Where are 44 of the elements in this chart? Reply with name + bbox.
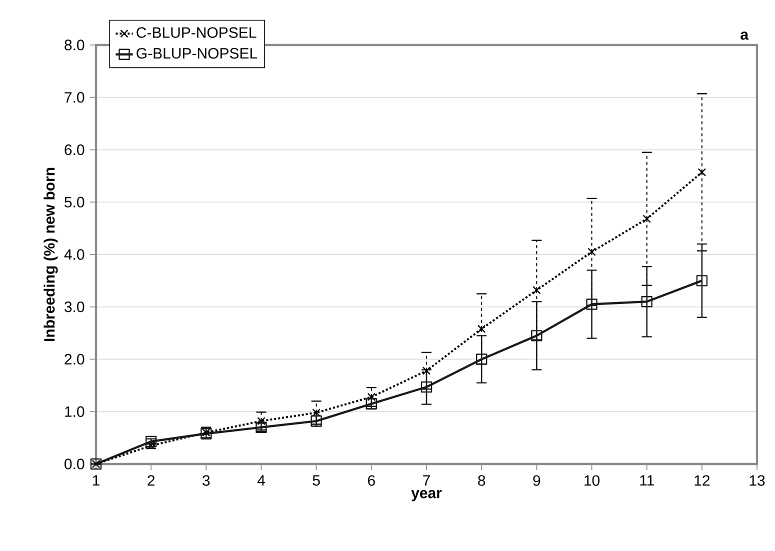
x-tick-label: 2 <box>148 475 155 486</box>
point <box>532 286 541 294</box>
y-tick-label: 0.0 <box>64 458 84 470</box>
y-axis-title: Inbreeding (%) new born <box>44 168 58 341</box>
point <box>477 324 486 334</box>
x-tick-label: 12 <box>694 475 710 486</box>
y-tick-label: 3.0 <box>64 302 84 312</box>
x-tick-label: 7 <box>423 475 430 486</box>
point <box>367 392 376 402</box>
y-tick-label: 4.0 <box>64 249 84 260</box>
x-tick-label: 8 <box>478 475 486 486</box>
point <box>641 296 652 308</box>
point <box>476 354 488 365</box>
x-tick-label: 1 <box>92 475 100 486</box>
legend-label: G-BLUP-NOPSEL <box>136 48 258 59</box>
x-tick-label: 11 <box>640 475 654 486</box>
point <box>312 408 320 417</box>
point <box>642 214 651 224</box>
x-tick-label: 6 <box>368 475 375 486</box>
point <box>696 275 708 286</box>
x-tick-label: 4 <box>257 475 265 486</box>
x-tick-label: 10 <box>584 475 600 486</box>
point <box>586 298 598 310</box>
y-tick-label: 5.0 <box>64 196 84 208</box>
y-tick-label: 6.0 <box>64 144 84 156</box>
x-tick-label: 13 <box>750 475 765 486</box>
text: a <box>740 32 749 40</box>
point <box>202 428 210 437</box>
x-tick-label: 3 <box>202 475 210 486</box>
point <box>588 248 596 256</box>
point <box>698 168 706 176</box>
point <box>145 436 157 448</box>
y-tick-label: 2.0 <box>64 354 84 365</box>
point <box>420 381 432 393</box>
y-tick-label: 8.0 <box>64 40 84 50</box>
point <box>257 416 266 426</box>
x-tick-label: 5 <box>312 475 320 486</box>
y-tick-label: 7.0 <box>64 92 84 103</box>
x-axis-title: year <box>411 490 442 502</box>
legend-label: C-BLUP-NOPSEL <box>136 27 256 38</box>
point <box>531 330 542 342</box>
y-tick-label: 1.0 <box>65 406 84 417</box>
point <box>422 366 431 375</box>
x-tick-label: 9 <box>533 475 540 486</box>
